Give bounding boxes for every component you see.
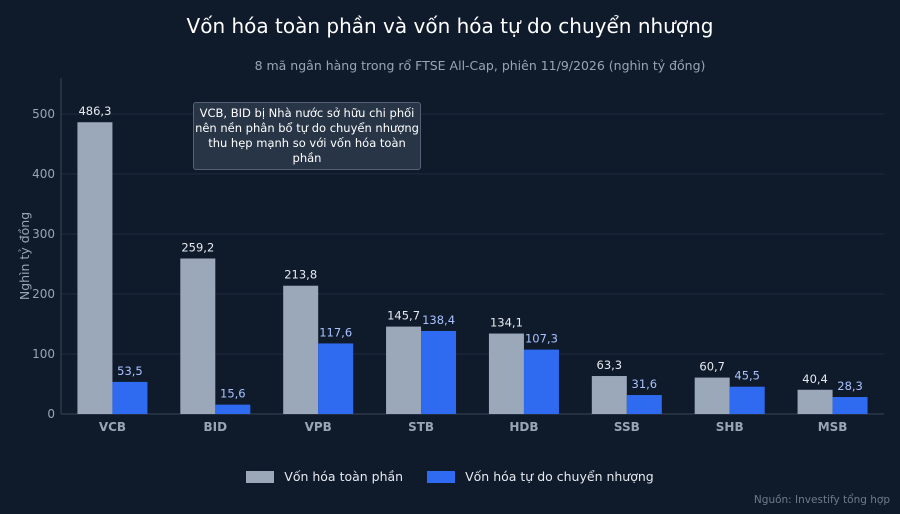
data-label-free-float-cap: 107,3 <box>525 332 558 346</box>
x-tick-label: VCB <box>99 420 126 434</box>
data-label-free-float-cap: 53,5 <box>117 364 143 378</box>
y-tick-label: 500 <box>32 107 55 121</box>
x-tick-label: SHB <box>716 420 744 434</box>
bar-total-cap <box>283 285 319 414</box>
annotation-line-3: thu hẹp mạnh so với vốn hóa toàn phần <box>208 136 406 165</box>
bar-total-cap <box>180 258 216 414</box>
bar-free-float-cap <box>215 404 251 414</box>
data-label-total-cap: 213,8 <box>284 268 317 282</box>
bar-total-cap <box>488 333 524 414</box>
bar-free-float-cap <box>626 395 662 414</box>
x-tick-label: MSB <box>818 420 848 434</box>
data-label-total-cap: 486,3 <box>78 104 111 118</box>
data-label-free-float-cap: 138,4 <box>422 313 455 327</box>
data-label-total-cap: 134,1 <box>490 316 523 330</box>
data-label-free-float-cap: 45,5 <box>734 369 760 383</box>
legend-swatch-free-float-cap <box>427 470 456 483</box>
bar-free-float-cap <box>318 343 354 414</box>
data-label-total-cap: 145,7 <box>387 309 420 323</box>
legend-swatch-total-cap <box>246 470 275 483</box>
bar-free-float-cap <box>112 381 148 414</box>
data-label-free-float-cap: 15,6 <box>220 387 246 401</box>
x-tick-label: BID <box>204 420 228 434</box>
x-tick-label: SSB <box>614 420 640 434</box>
y-tick-label: 400 <box>32 167 55 181</box>
bar-total-cap <box>797 389 833 414</box>
chart-annotation: VCB, BID bị Nhà nước sở hữu chi phối nên… <box>193 102 421 170</box>
legend-label-free-float-cap: Vốn hóa tự do chuyển nhượng <box>465 469 654 484</box>
y-tick-label: 300 <box>32 227 55 241</box>
annotation-line-1: VCB, BID bị Nhà nước sở hữu chi phối <box>199 106 415 120</box>
chart-legend: Vốn hóa toàn phần Vốn hóa tự do chuyển n… <box>0 469 900 484</box>
data-label-total-cap: 60,7 <box>699 360 725 374</box>
source-note: Nguồn: Investify tổng hợp <box>753 494 890 506</box>
chart-title: Vốn hóa toàn phần và vốn hóa tự do chuyể… <box>186 14 714 38</box>
bar-total-cap <box>386 326 422 414</box>
data-label-total-cap: 63,3 <box>597 358 623 372</box>
legend-item-free-float-cap[interactable]: Vốn hóa tự do chuyển nhượng <box>427 469 654 484</box>
y-tick-label: 100 <box>32 347 55 361</box>
legend-item-total-cap[interactable]: Vốn hóa toàn phần <box>246 469 403 484</box>
annotation-line-2: nên nền phân bổ tự do chuyển nhượng <box>195 121 419 135</box>
x-tick-label: STB <box>408 420 434 434</box>
y-axis-label: Nghìn tỷ đồng <box>17 212 32 300</box>
legend-label-total-cap: Vốn hóa toàn phần <box>284 469 404 484</box>
bar-free-float-cap <box>729 386 765 414</box>
data-label-free-float-cap: 117,6 <box>319 325 352 339</box>
bar-free-float-cap <box>832 397 868 414</box>
y-tick-label: 0 <box>47 407 55 421</box>
bar-total-cap <box>591 376 627 414</box>
data-label-free-float-cap: 28,3 <box>837 379 863 393</box>
bar-free-float-cap <box>421 330 457 414</box>
chart-subtitle: 8 mã ngân hàng trong rổ FTSE All-Cap, ph… <box>254 58 706 73</box>
data-label-total-cap: 40,4 <box>802 372 828 386</box>
bar-total-cap <box>694 377 730 414</box>
x-tick-label: VPB <box>305 420 332 434</box>
x-tick-label: HDB <box>509 420 538 434</box>
bar-free-float-cap <box>523 349 559 414</box>
y-tick-label: 200 <box>32 287 55 301</box>
data-label-total-cap: 259,2 <box>181 240 214 254</box>
bar-total-cap <box>77 122 113 414</box>
data-label-free-float-cap: 31,6 <box>632 377 658 391</box>
